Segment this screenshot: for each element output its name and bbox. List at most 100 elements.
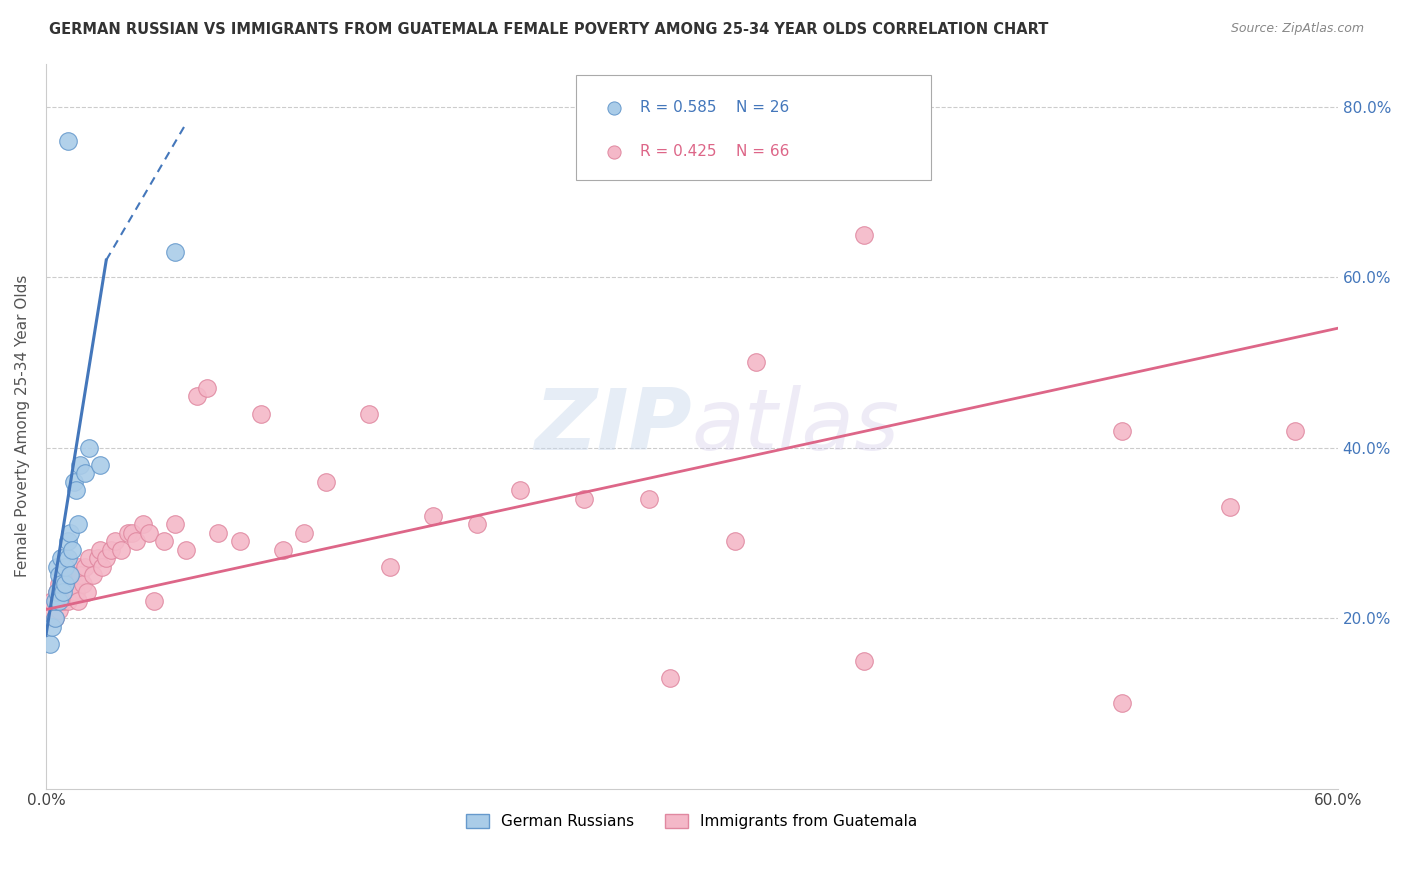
Point	[59, 525, 82, 540]
Point	[60, 585, 83, 599]
Point	[228, 534, 250, 549]
Point	[77, 441, 100, 455]
Point	[125, 534, 148, 549]
Point	[67, 594, 90, 608]
Point	[73, 466, 96, 480]
Point	[44, 611, 66, 625]
Point	[292, 525, 315, 540]
Point	[165, 517, 187, 532]
Point	[44, 594, 66, 608]
Point	[659, 671, 682, 685]
Point	[153, 534, 176, 549]
Point	[509, 483, 531, 498]
Point	[1111, 696, 1133, 710]
Point	[138, 525, 160, 540]
Point	[207, 525, 229, 540]
Point	[250, 407, 273, 421]
Point	[165, 244, 187, 259]
Point	[724, 534, 747, 549]
Point	[48, 594, 70, 608]
Point	[91, 560, 114, 574]
Point	[56, 134, 79, 148]
Point	[637, 491, 659, 506]
Point	[41, 594, 63, 608]
Point	[357, 407, 380, 421]
Point	[45, 585, 67, 599]
Point	[132, 517, 155, 532]
Text: atlas: atlas	[692, 384, 900, 467]
Text: GERMAN RUSSIAN VS IMMIGRANTS FROM GUATEMALA FEMALE POVERTY AMONG 25-34 YEAR OLDS: GERMAN RUSSIAN VS IMMIGRANTS FROM GUATEM…	[49, 22, 1049, 37]
Point	[59, 577, 82, 591]
Point	[48, 568, 70, 582]
Point	[465, 517, 488, 532]
Legend: German Russians, Immigrants from Guatemala: German Russians, Immigrants from Guatema…	[460, 808, 924, 835]
Point	[174, 542, 197, 557]
Point	[44, 611, 66, 625]
Point	[56, 594, 79, 608]
Point	[67, 560, 90, 574]
Point	[65, 585, 87, 599]
Point	[73, 560, 96, 574]
Point	[422, 508, 444, 523]
Point	[72, 577, 94, 591]
FancyBboxPatch shape	[575, 75, 931, 180]
Point	[65, 483, 87, 498]
Text: ZIP: ZIP	[534, 384, 692, 467]
Point	[117, 525, 139, 540]
Point	[315, 475, 337, 489]
Text: Source: ZipAtlas.com: Source: ZipAtlas.com	[1230, 22, 1364, 36]
Point	[76, 585, 98, 599]
Point	[63, 475, 86, 489]
Point	[89, 458, 111, 472]
Point	[96, 551, 118, 566]
Text: R = 0.585    N = 26: R = 0.585 N = 26	[640, 101, 789, 115]
Point	[121, 525, 143, 540]
Point	[56, 534, 79, 549]
Point	[100, 542, 122, 557]
Point	[853, 654, 876, 668]
Point	[49, 577, 72, 591]
Point	[981, 32, 1004, 46]
Point	[1219, 500, 1241, 515]
Point	[45, 560, 67, 574]
Point	[186, 389, 208, 403]
Point	[69, 568, 91, 582]
Point	[39, 602, 62, 616]
Point	[77, 551, 100, 566]
Point	[52, 594, 75, 608]
Point	[69, 458, 91, 472]
Point	[89, 542, 111, 557]
Point	[53, 585, 76, 599]
Point	[197, 381, 219, 395]
Point	[271, 542, 294, 557]
Point	[48, 577, 70, 591]
Point	[60, 568, 83, 582]
Point	[41, 619, 63, 633]
Point	[53, 577, 76, 591]
Point	[60, 542, 83, 557]
Point	[52, 577, 75, 591]
Point	[59, 568, 82, 582]
Text: R = 0.425    N = 66: R = 0.425 N = 66	[640, 145, 790, 160]
Point	[82, 568, 104, 582]
Point	[56, 551, 79, 566]
Point	[39, 637, 62, 651]
Point	[63, 577, 86, 591]
Point	[49, 585, 72, 599]
Point	[48, 602, 70, 616]
Y-axis label: Female Poverty Among 25-34 Year Olds: Female Poverty Among 25-34 Year Olds	[15, 275, 30, 577]
Point	[104, 534, 127, 549]
Point	[1284, 424, 1306, 438]
Point	[745, 355, 768, 369]
Point	[142, 594, 165, 608]
Point	[86, 551, 108, 566]
Point	[380, 560, 402, 574]
Point	[572, 491, 595, 506]
Point	[56, 568, 79, 582]
Point	[110, 542, 132, 557]
Point	[45, 594, 67, 608]
Point	[45, 585, 67, 599]
Point	[853, 227, 876, 242]
Point	[67, 517, 90, 532]
Point	[49, 551, 72, 566]
